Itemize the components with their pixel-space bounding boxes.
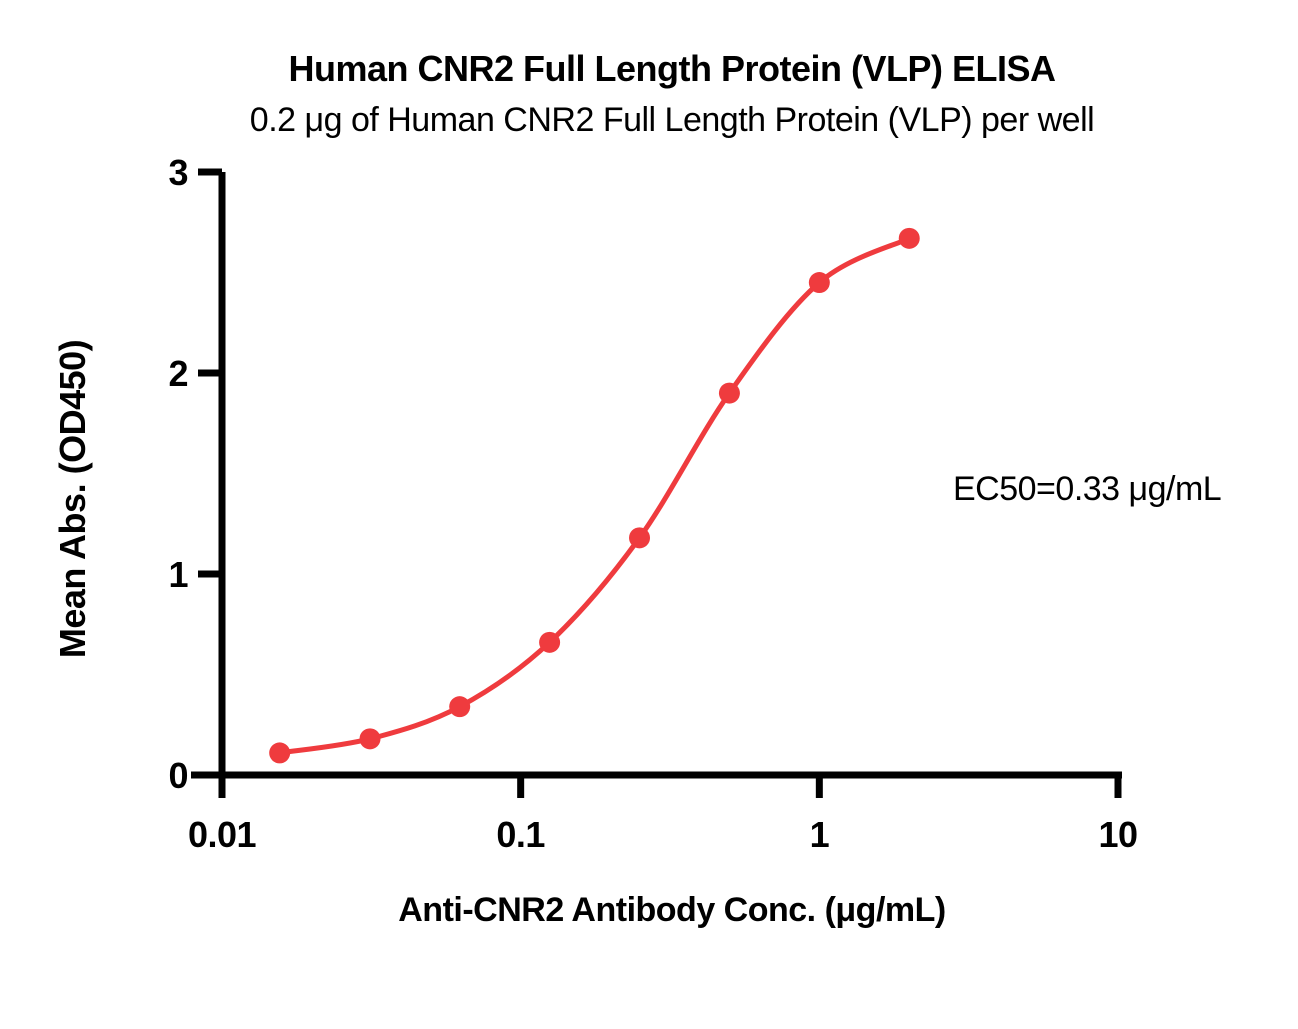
data-point	[898, 227, 920, 249]
x-tick-label: 1	[810, 814, 830, 855]
data-point	[718, 382, 740, 404]
dose-response-curve	[279, 236, 911, 756]
x-axis-label: Anti-CNR2 Antibody Conc. (μg/mL)	[398, 891, 946, 929]
chart-subtitle: 0.2 μg of Human CNR2 Full Length Protein…	[249, 101, 1095, 139]
data-point	[449, 696, 471, 718]
data-point	[629, 527, 651, 549]
y-tick-label: 3	[168, 152, 188, 193]
y-tick-label: 1	[168, 554, 188, 595]
data-point	[539, 631, 561, 653]
y-tick-label: 0	[168, 755, 188, 796]
data-point	[269, 742, 291, 764]
data-point	[359, 728, 381, 750]
x-tick-label: 0.1	[496, 814, 545, 855]
x-tick-label: 0.01	[188, 814, 257, 855]
y-tick-label: 2	[168, 353, 188, 394]
chart-title: Human CNR2 Full Length Protein (VLP) ELI…	[288, 48, 1056, 89]
x-tick-label: 10	[1098, 814, 1137, 855]
ec50-annotation: EC50=0.33 μg/mL	[953, 470, 1222, 508]
data-point	[808, 272, 830, 294]
